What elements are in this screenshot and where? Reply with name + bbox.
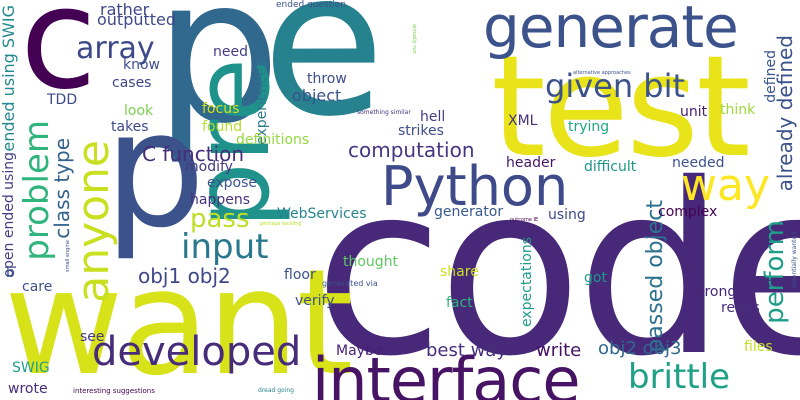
word-something-similar: something similar: [357, 109, 411, 116]
word-think: think: [720, 102, 756, 118]
word-c-function: C function: [142, 142, 245, 166]
word-pass: pass: [190, 204, 250, 234]
word-developed: developed: [92, 329, 302, 375]
word-webservices: WebServices: [277, 206, 367, 222]
word-python: Python: [381, 155, 569, 218]
word-input: input: [181, 227, 269, 267]
word-perform: perform: [760, 220, 790, 324]
word-array: array: [76, 31, 155, 66]
word-p-large: p: [154, 0, 281, 168]
word-modify: modify: [185, 159, 233, 175]
word-files: files: [744, 339, 773, 355]
word-write: write: [536, 340, 582, 361]
word-computation: computation: [348, 138, 475, 162]
word-complex: complex: [658, 204, 718, 220]
word-swig: SWIG: [12, 360, 50, 376]
word-small-engine: small engine: [65, 240, 71, 272]
word-outputted: outputted: [97, 10, 177, 29]
word-using: using: [548, 207, 586, 223]
word-essentially-wanted: essentially wanted: [791, 232, 798, 289]
word-know: know: [123, 57, 160, 73]
word-maybe: Maybe: [336, 343, 383, 359]
word-defined: defined: [763, 50, 779, 103]
word-got: got: [584, 270, 607, 286]
word-generated-via: generated via: [322, 279, 378, 288]
word-class-type: class type: [50, 138, 74, 239]
word-xml: XML: [508, 113, 538, 129]
word-ended-using-swig: ended using SWIG: [0, 5, 18, 152]
word-perhaps-tackling: perhaps tackling: [260, 221, 302, 227]
word-c: c: [20, 0, 97, 121]
word-p: p: [104, 76, 206, 263]
word-difficult: difficult: [584, 159, 637, 175]
word-reads: reads: [721, 300, 760, 316]
word-see: see: [80, 329, 105, 345]
word-tdd: TDD: [47, 92, 78, 108]
word-needed: needed: [672, 155, 725, 171]
word-object: object: [292, 86, 342, 105]
word-brittle: brittle: [628, 357, 731, 397]
word-verify: verify: [295, 293, 335, 309]
word-b: b: [6, 265, 15, 281]
word-generate: generate: [483, 0, 739, 61]
word-need: need: [213, 44, 248, 60]
word-given-bit: given bit: [545, 67, 686, 105]
word-strikes: strikes: [398, 123, 444, 139]
word-obj2-obj3: obj2 obj3: [598, 338, 682, 359]
word-passed-object: passed object: [643, 200, 668, 353]
word-interesting-suggestions: interesting suggestions: [73, 387, 155, 395]
word-interface: interface: [312, 344, 581, 400]
word-cases: cases: [112, 75, 152, 91]
word-e: e: [262, 0, 386, 161]
word-open-ended-using: open ended using: [1, 152, 17, 278]
word-hell: hell: [420, 109, 446, 125]
word-test: test: [491, 26, 751, 189]
word-wrote: wrote: [8, 381, 48, 397]
word-problem: problem: [17, 120, 57, 261]
word-unit: unit: [680, 104, 708, 120]
word-look: look: [124, 103, 154, 119]
word-definitions: definitions: [236, 132, 310, 148]
word-thought: thought: [343, 254, 399, 270]
word-trying: trying: [568, 119, 610, 135]
word-rather: rather: [100, 0, 150, 19]
word-happens: happens: [190, 192, 251, 208]
word-obj1-obj2: obj1 obj2: [138, 264, 231, 288]
word-care: care: [22, 279, 53, 295]
word-want: want: [4, 238, 354, 400]
word-ended-question: ended question: [276, 0, 346, 10]
word-anyone: anyone: [68, 140, 119, 303]
word-generator: generator: [434, 204, 504, 220]
word-expectations: expectations: [519, 237, 535, 328]
word-alternative-approaches: alternative approaches: [573, 70, 631, 76]
word-code: code: [314, 133, 800, 400]
word-actually-run: actually run: [411, 24, 417, 54]
word-way: way: [681, 160, 770, 211]
word-expose: expose: [207, 175, 258, 191]
word-dread-going: dread going: [258, 387, 294, 394]
word-found: found: [202, 119, 243, 135]
word-fact: fact: [446, 295, 473, 311]
word-share: share: [440, 264, 479, 280]
word-throw: throw: [307, 71, 347, 87]
word-outcome-ie: outcome IE: [510, 217, 539, 223]
word-floor: floor: [284, 267, 316, 283]
word-takes: takes: [111, 119, 149, 135]
word-focus: focus: [202, 101, 240, 117]
word-best-way: best way: [426, 340, 508, 361]
word-wrong: wrong: [693, 284, 737, 300]
word-header: header: [506, 155, 556, 171]
